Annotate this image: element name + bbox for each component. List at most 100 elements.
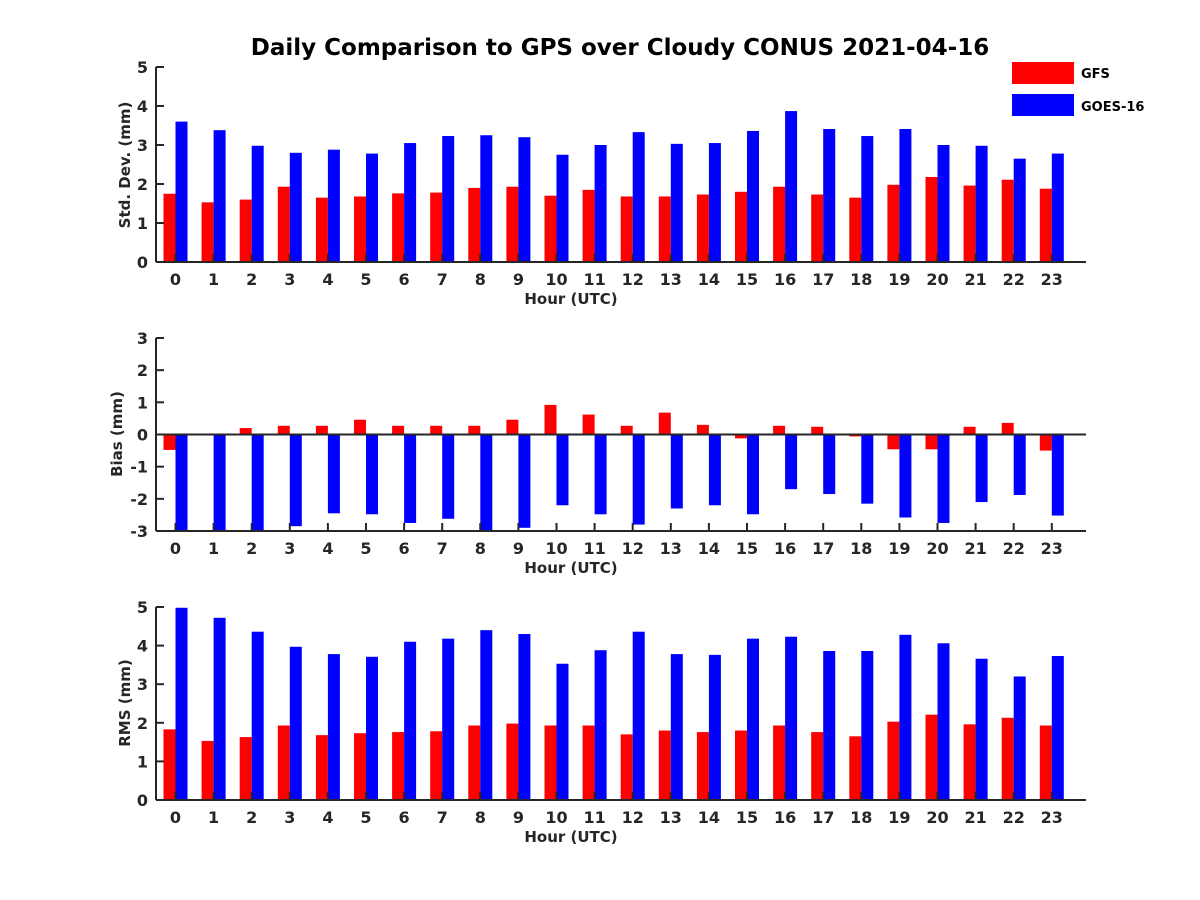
gfs-bar-18: [849, 197, 862, 262]
gfs-bar-17: [811, 732, 824, 800]
gfs-bar-2: [239, 428, 252, 435]
goes16-bar-5: [366, 153, 378, 262]
goes16-bar-14: [708, 654, 721, 800]
gfs-bar-2: [239, 737, 252, 800]
x-tick-label: 22: [1003, 808, 1025, 827]
goes16-bar-17: [823, 129, 836, 262]
goes16-bar-15: [747, 638, 759, 800]
gfs-bar-7: [430, 731, 443, 800]
goes16-bar-22: [1013, 434, 1026, 495]
gfs-bar-20: [925, 434, 938, 450]
x-tick-label: 3: [284, 270, 295, 289]
x-tick-label: 18: [850, 808, 872, 827]
gfs-bar-3: [277, 186, 290, 262]
gfs-bar-22: [1001, 422, 1014, 435]
goes16-bar-3: [289, 646, 302, 800]
x-tick-label: 11: [583, 808, 605, 827]
goes16-bar-8: [480, 135, 493, 262]
goes16-bar-20: [937, 434, 950, 523]
gfs-bar-11: [582, 414, 595, 435]
goes16-bar-10: [556, 154, 569, 262]
x-tick-label: 17: [812, 539, 834, 558]
legend: GFS GOES-16: [1012, 62, 1144, 116]
goes16-bar-18: [861, 434, 874, 504]
x-tick-label: 20: [926, 808, 948, 827]
x-tick-label: 17: [812, 808, 834, 827]
gfs-bar-11: [582, 189, 595, 262]
gfs-bar-9: [506, 419, 519, 435]
goes16-bar-10: [556, 663, 569, 800]
gfs-bar-8: [468, 187, 481, 262]
gfs-bar-7: [430, 425, 443, 435]
goes16-bar-21: [975, 434, 988, 503]
goes16-bar-4: [327, 434, 340, 514]
goes16-bar-16: [785, 636, 798, 800]
gfs-bar-15: [735, 730, 747, 800]
goes16-bar-18: [861, 651, 874, 800]
gfs-bar-13: [658, 730, 671, 800]
goes16-bar-19: [899, 434, 912, 518]
x-tick-label: 1: [208, 539, 219, 558]
goes16-bar-5: [366, 656, 378, 800]
goes16-bar-22: [1013, 158, 1026, 262]
gfs-bar-23: [1039, 188, 1052, 262]
x-tick-label: 7: [437, 808, 448, 827]
gfs-bar-10: [544, 195, 557, 262]
y-tick-label: 2: [137, 175, 148, 194]
gfs-bar-23: [1039, 725, 1052, 800]
goes16-bar-17: [823, 434, 836, 495]
gfs-bar-3: [277, 425, 290, 435]
goes16-bar-3: [289, 152, 302, 262]
goes16-bar-13: [670, 143, 683, 262]
goes16-bar-2: [251, 434, 264, 531]
goes16-bar-0: [175, 607, 188, 800]
gfs-bar-10: [544, 404, 557, 435]
x-tick-label: 14: [698, 808, 720, 827]
x-tick-label: 19: [888, 808, 910, 827]
y-tick-label: 0: [137, 426, 148, 445]
goes16-bar-6: [404, 143, 417, 262]
goes16-bar-20: [937, 643, 950, 800]
goes16-bar-7: [442, 638, 455, 800]
goes16-bar-20: [937, 145, 950, 262]
gfs-bar-1: [201, 202, 214, 262]
x-tick-label: 6: [399, 270, 410, 289]
x-tick-label: 15: [736, 539, 758, 558]
gfs-bar-4: [315, 735, 328, 800]
gfs-bar-5: [354, 196, 366, 262]
x-tick-label: 14: [698, 539, 720, 558]
gfs-bar-14: [696, 424, 709, 435]
goes16-bar-9: [518, 634, 531, 800]
goes16-bar-19: [899, 129, 912, 262]
x-tick-label: 7: [437, 539, 448, 558]
legend-label-gfs: GFS: [1081, 67, 1110, 82]
gfs-bar-0: [163, 193, 176, 262]
y-tick-label: 4: [137, 97, 148, 116]
y-tick-label: 2: [137, 361, 148, 380]
goes16-bar-9: [518, 434, 531, 528]
gfs-bar-15: [735, 434, 747, 439]
goes16-bar-0: [175, 121, 188, 262]
x-tick-label: 21: [964, 270, 986, 289]
goes16-bar-0: [175, 434, 188, 531]
x-tick-label: 3: [284, 539, 295, 558]
x-tick-label: 0: [170, 539, 181, 558]
x-tick-label: 16: [774, 808, 796, 827]
x-tick-label: 16: [774, 539, 796, 558]
gfs-bar-20: [925, 714, 938, 800]
goes16-bar-10: [556, 434, 569, 506]
goes16-bar-1: [213, 434, 226, 531]
gfs-bar-13: [658, 412, 671, 435]
x-tick-label: 20: [926, 270, 948, 289]
y-tick-label: 0: [137, 253, 148, 272]
x-tick-label: 10: [545, 539, 567, 558]
x-tick-label: 14: [698, 270, 720, 289]
gfs-bar-17: [811, 194, 824, 262]
x-tick-label: 23: [1041, 270, 1063, 289]
x-tick-label: 8: [475, 539, 486, 558]
x-tick-label: 2: [246, 808, 257, 827]
x-tick-label: 3: [284, 808, 295, 827]
